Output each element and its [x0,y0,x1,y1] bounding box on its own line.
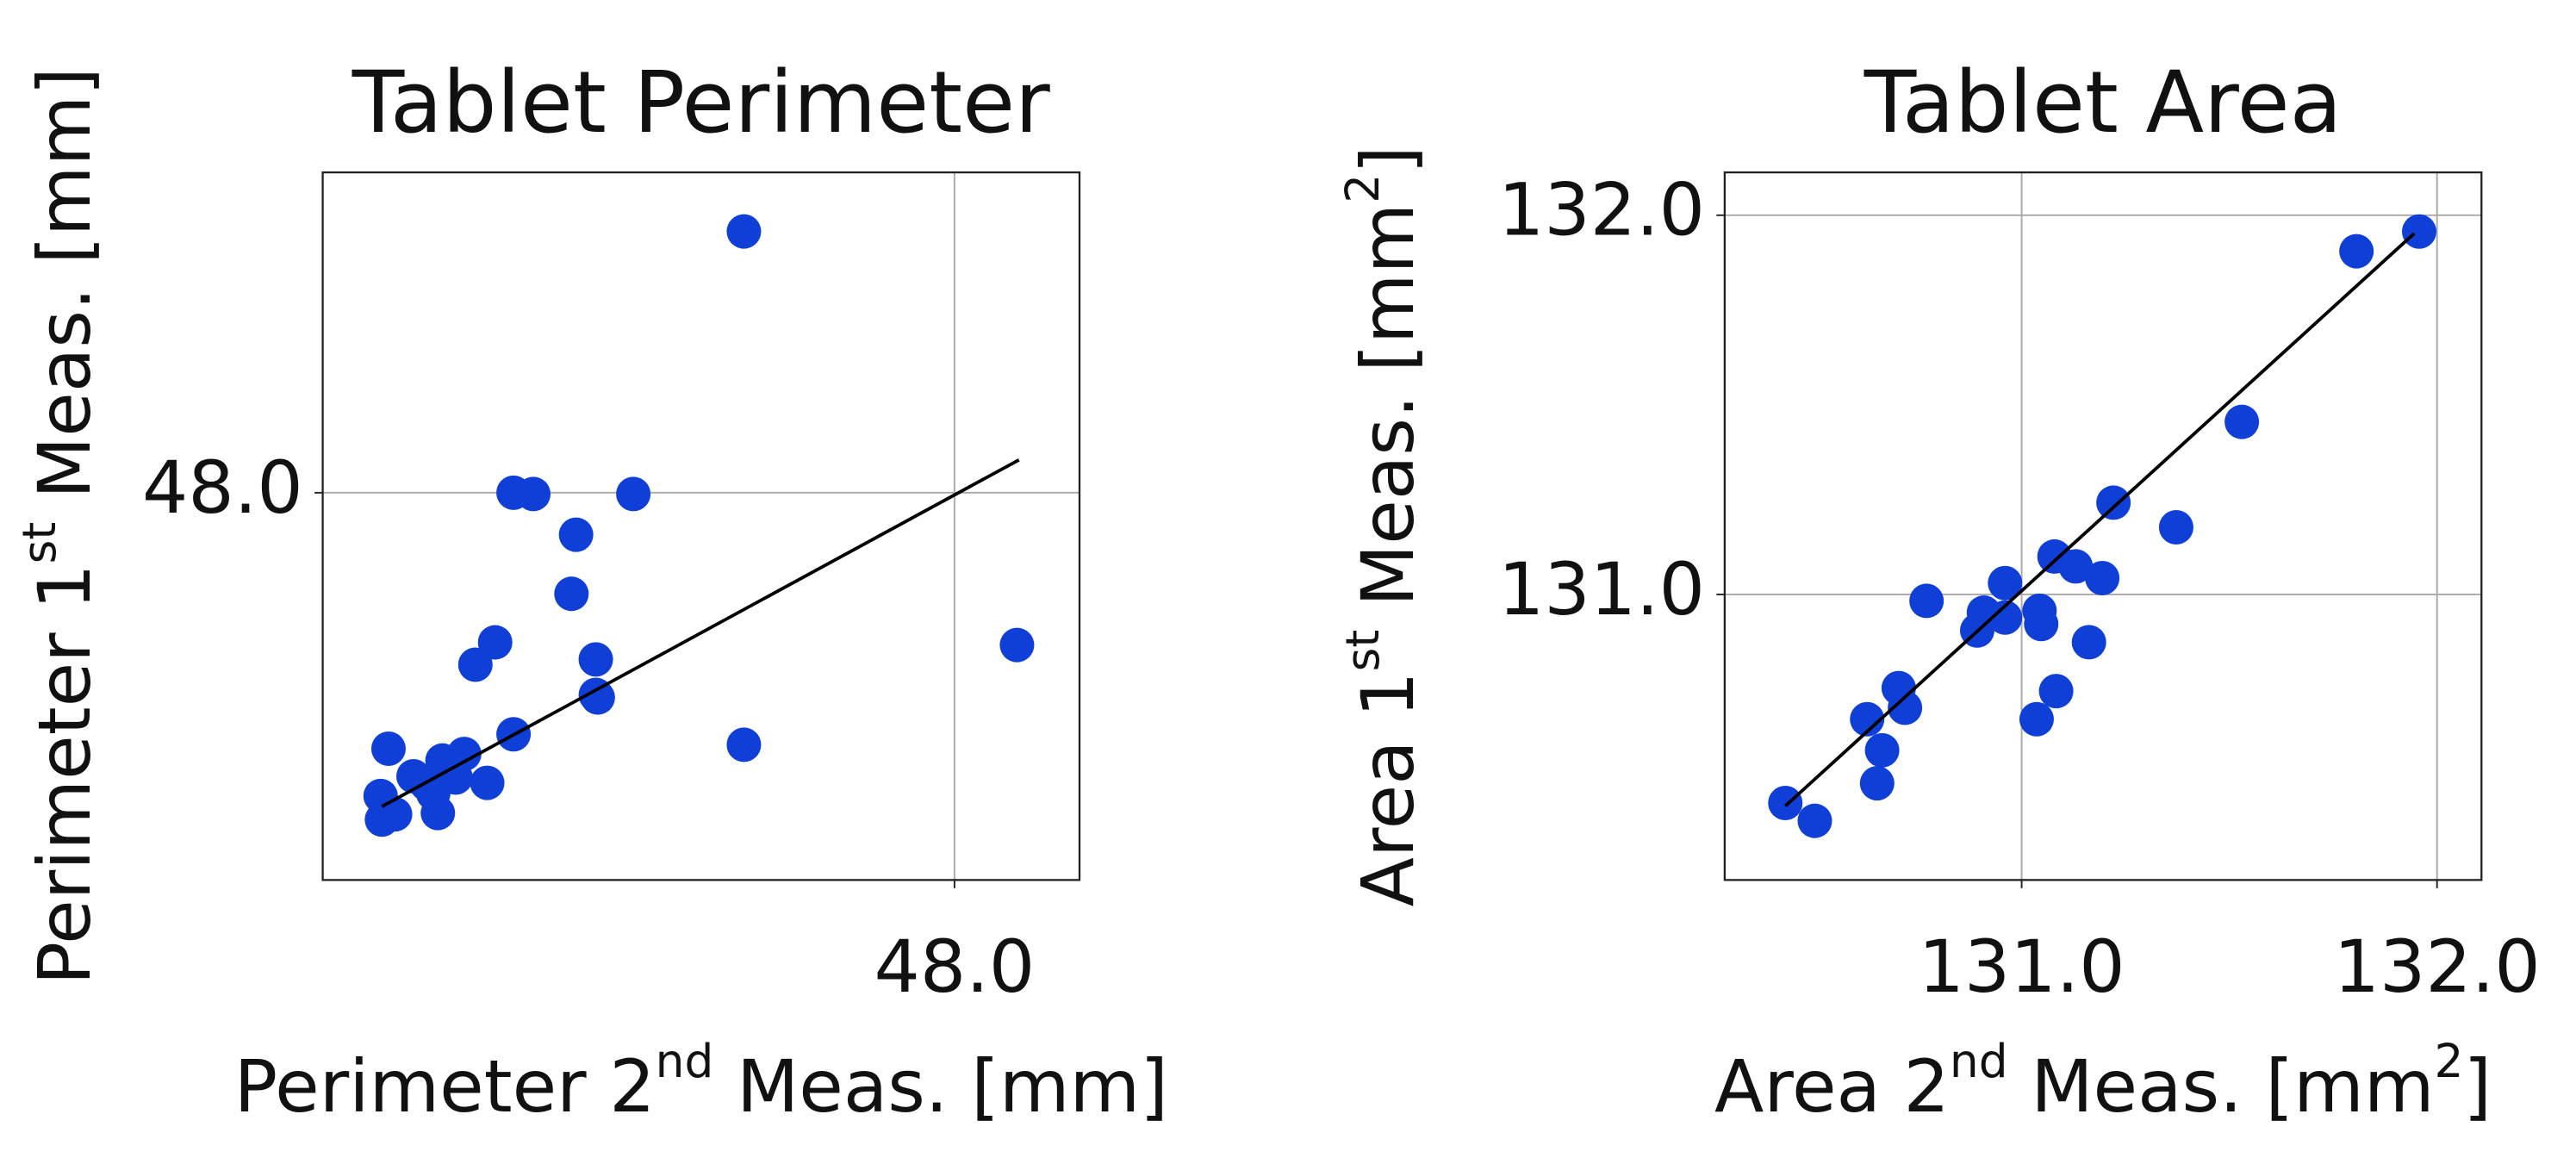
data-point [1797,803,1832,838]
data-point [1888,690,1923,725]
scatter-chart: Tablet Area 131.0 132.0 131.0 132.0 Area 2nd … [1335,53,2541,1129]
data-point [2058,549,2094,584]
y-tick-label: 48.0 [142,445,303,530]
plot-frame [1723,171,2483,881]
data-point [470,765,505,800]
data-point [2024,607,2059,642]
fit-line [381,458,1020,808]
data-point [457,647,493,682]
data-point [999,627,1035,663]
superscript: nd [656,1034,714,1088]
fit-line [1783,232,2416,807]
superscript: 2 [1335,174,1390,203]
label-part: Meas. [mm] [22,67,107,522]
data-point [2339,233,2374,269]
data-point [2085,561,2120,596]
data-point [578,642,613,677]
superscript: st [12,522,66,564]
data-point [1864,732,1900,768]
scatter-chart: Tablet Perimeter 48.0 48.0 Perimeter 2nd Me… [12,53,1168,1129]
data-point [554,576,589,612]
x-axis-label: Perimeter 2nd Meas. [mm] [234,1034,1168,1129]
y-axis-label: Area 1st Meas. [mm2] [1335,146,1430,906]
chart-title: Tablet Area [1864,53,2343,153]
data-point [726,727,762,763]
data-point [370,731,406,766]
label-part: Area 2 [1714,1044,1950,1129]
data-point [580,680,615,715]
data-point [726,214,762,249]
label-part: Meas. [mm [1346,203,1430,630]
data-point [1768,785,1803,821]
y-axis-label: Perimeter 1st Meas. [mm] [12,67,107,985]
label-part: ] [2463,1044,2492,1129]
x-tick-label: 48.0 [874,924,1036,1009]
data-point [2019,701,2054,737]
data-point [409,767,445,802]
plot-frame [321,171,1081,881]
label-part: ] [1346,146,1430,174]
y-tick-label: 132.0 [1498,168,1705,252]
data-point [2038,674,2074,709]
data-point [515,476,551,512]
label-part: Perimeter 1 [22,563,107,985]
label-part: Meas. [mm] [713,1044,1168,1129]
data-point [2071,625,2106,660]
data-point [558,517,594,552]
data-point [1859,766,1895,801]
data-point [1909,583,1944,619]
label-part: Meas. [mm [2008,1044,2435,1129]
data-point [2224,404,2260,439]
data-point [377,797,413,832]
superscript: nd [1950,1034,2008,1088]
data-point [1850,701,1885,737]
x-axis-label: Area 2nd Meas. [mm2] [1714,1034,2492,1129]
data-point [477,625,513,660]
x-tick-label: 131.0 [1919,924,2125,1009]
data-point [2158,510,2193,545]
data-point [2096,485,2131,520]
data-point [1988,565,2023,601]
data-point [1988,600,2023,635]
superscript: 2 [2434,1034,2463,1088]
chart-title: Tablet Perimeter [352,53,1050,153]
superscript: st [1335,630,1390,672]
label-part: Area 1 [1346,671,1430,906]
y-tick-label: 131.0 [1498,547,1705,632]
x-tick-label: 132.0 [2334,924,2541,1009]
data-point [616,476,651,512]
data-point [2401,214,2436,249]
label-part: Perimeter 2 [234,1044,656,1129]
